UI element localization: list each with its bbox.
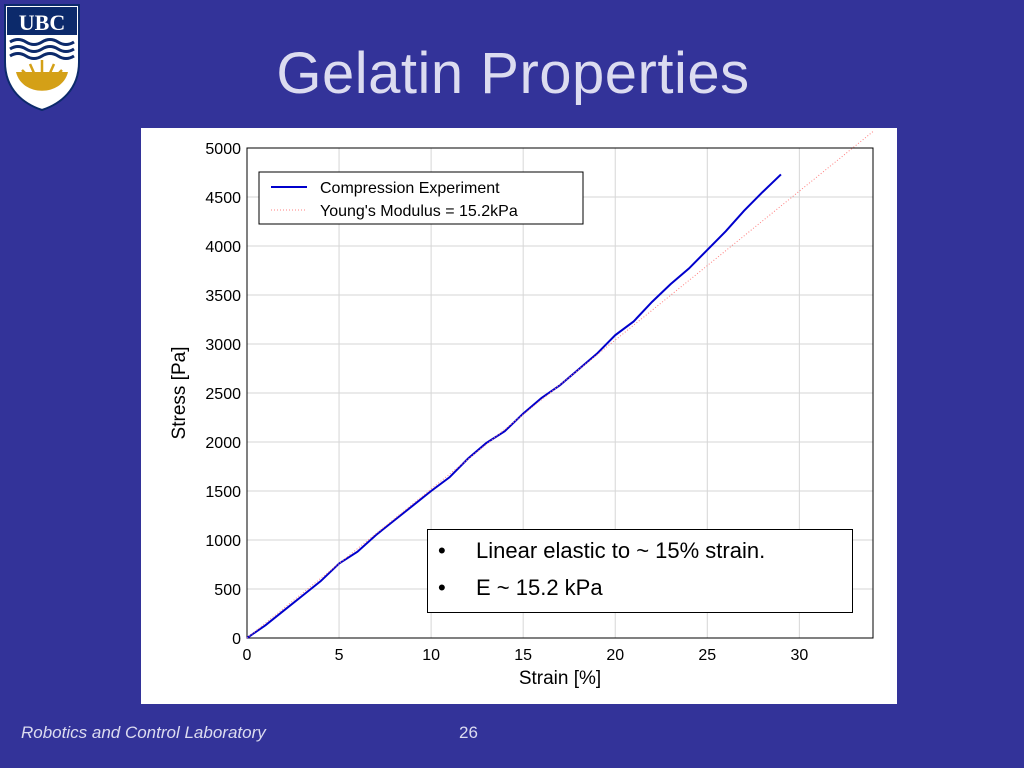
note-text: Linear elastic to ~ 15% strain. [476,538,766,563]
note-bullet: • [438,575,446,600]
slide-title: Gelatin Properties [276,41,750,106]
chart-legend: Compression Experiment Young's Modulus = … [258,171,584,225]
ubc-logo: UBC [4,4,80,112]
y-tick-label: 2500 [205,386,241,403]
note-box: • Linear elastic to ~ 15% strain. • E ~ … [427,529,853,613]
y-tick-label: 3000 [205,337,241,354]
x-tick-label: 10 [422,647,440,664]
logo-text: UBC [19,10,65,35]
note-text: E ~ 15.2 kPa [476,575,603,600]
y-tick-label: 500 [214,582,241,599]
x-tick-label: 15 [514,647,532,664]
y-tick-label: 1000 [205,533,241,550]
chart-ticks: 0 5 10 15 20 25 30 0 500 1000 1500 2000 2500 3000 3500… [205,141,808,664]
plot-frame [246,147,874,639]
x-tick-label: 0 [243,647,252,664]
y-tick-label: 4000 [205,239,241,256]
legend-label: Young's Modulus = 15.2kPa [320,203,518,220]
note-item: • Linear elastic to ~ 15% strain. [428,538,852,575]
x-tick-label: 5 [335,647,344,664]
y-tick-label: 0 [232,631,241,648]
chart-panel: 0 5 10 15 20 25 30 0 500 1000 1500 2000 2500 3000 3500… [141,128,897,704]
y-axis-label: Stress [Pa] [169,347,190,440]
note-bullet: • [438,538,446,563]
x-tick-label: 30 [790,647,808,664]
footer-lab-name: Robotics and Control Laboratory [21,723,266,742]
chart-series [246,131,874,639]
y-tick-label: 4500 [205,190,241,207]
y-tick-label: 1500 [205,484,241,501]
x-tick-label: 20 [606,647,624,664]
y-tick-label: 5000 [205,141,241,158]
series-line-1 [246,131,874,639]
legend-label: Compression Experiment [320,180,500,197]
page-number: 26 [459,723,478,742]
stress-strain-chart: 0 5 10 15 20 25 30 0 500 1000 1500 2000 2500 3000 3500… [169,131,874,689]
x-axis-label: Strain [%] [519,668,601,689]
y-tick-label: 3500 [205,288,241,305]
legend-box [258,171,584,225]
x-tick-label: 25 [698,647,716,664]
y-tick-label: 2000 [205,435,241,452]
note-item: • E ~ 15.2 kPa [428,575,852,612]
